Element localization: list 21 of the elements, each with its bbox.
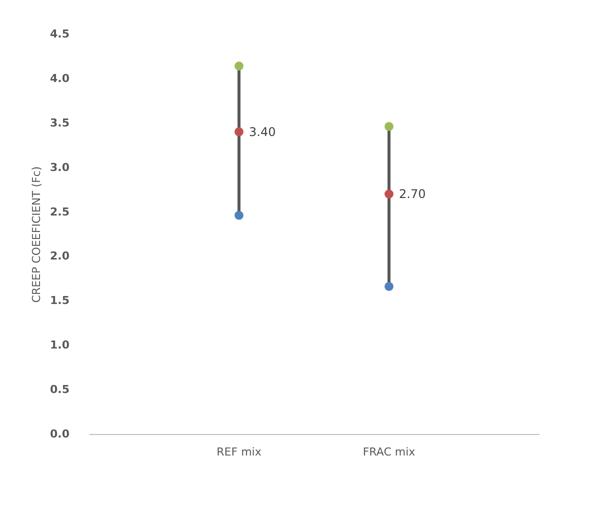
- y-tick-label: 1.5: [50, 294, 70, 308]
- point: [384, 122, 394, 131]
- y-tick-label: 2.0: [50, 250, 70, 263]
- point: [234, 62, 244, 70]
- point: [234, 210, 244, 220]
- x-tick-label: REF mix: [216, 446, 262, 458]
- data-label: 2.70: [399, 187, 426, 201]
- y-tick-label: 0.0: [50, 428, 70, 440]
- point: [384, 190, 394, 198]
- y-tick-label: 4.5: [50, 28, 70, 40]
- point: [234, 127, 244, 136]
- y-tick-label: 2.5: [50, 205, 70, 218]
- y-tick-label: 0.5: [50, 383, 70, 396]
- y-axis-title: CREEP COEEFICIENT (Fc): [30, 166, 44, 303]
- y-tick-label: 3.5: [50, 116, 70, 130]
- x-tick-label: FRAC mix: [362, 446, 416, 458]
- y-tick-label: 1.0: [50, 338, 70, 352]
- y-tick-label: 3.0: [50, 160, 70, 174]
- y-tick-label: 4.0: [50, 72, 70, 85]
- data-label: 3.40: [249, 124, 276, 139]
- point: [384, 282, 394, 291]
